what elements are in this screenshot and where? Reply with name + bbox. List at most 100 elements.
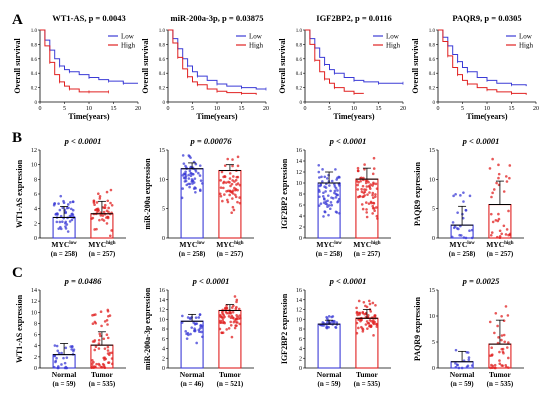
data-point <box>72 348 76 351</box>
data-point <box>54 359 58 363</box>
y-tick-label: 0 <box>35 101 38 106</box>
y-tick-label: 0 <box>163 101 166 106</box>
data-point <box>467 356 471 359</box>
data-point <box>64 346 68 350</box>
data-point <box>219 321 222 324</box>
x-tick-label: 5 <box>63 106 66 112</box>
group-label: Tumor <box>356 370 378 379</box>
data-point <box>235 324 238 327</box>
data-point <box>458 233 461 237</box>
group-second: Tumor(n = 521) <box>217 295 244 388</box>
data-point <box>359 179 362 183</box>
group-second: Tumor(n = 535) <box>354 299 381 388</box>
data-point <box>372 207 376 210</box>
x-tick-label: 15 <box>239 106 245 112</box>
data-point <box>219 194 223 198</box>
data-point <box>497 336 500 339</box>
group-first: Normal(n = 59) <box>450 348 474 388</box>
data-point <box>185 337 189 340</box>
data-point <box>106 349 110 352</box>
data-point <box>366 327 369 330</box>
group-label: Tumor <box>91 370 113 379</box>
data-point <box>495 235 499 239</box>
y-tick-label: 6 <box>299 337 302 343</box>
data-point <box>369 324 372 327</box>
data-point <box>460 366 464 370</box>
data-point <box>235 298 239 302</box>
data-point <box>182 162 186 165</box>
data-point <box>103 203 107 207</box>
y-tick-label: 0 <box>300 101 303 106</box>
y-tick-label: 0.4 <box>159 72 166 77</box>
data-point <box>187 177 191 180</box>
data-point <box>506 314 510 317</box>
data-point <box>230 191 234 194</box>
data-point <box>106 215 109 219</box>
group-label: Tumor <box>219 370 241 379</box>
data-point <box>368 191 371 194</box>
group-label: MYChigh <box>353 240 381 249</box>
data-point <box>234 187 238 191</box>
data-point <box>57 227 61 230</box>
y-tick-label: 12 <box>159 308 165 314</box>
y-tick-label: 0.8 <box>429 43 436 48</box>
data-point <box>111 362 114 366</box>
bar-mean <box>355 317 379 369</box>
data-point <box>52 365 56 369</box>
data-point <box>55 344 59 348</box>
data-point <box>497 172 501 176</box>
data-point <box>99 310 103 314</box>
data-point <box>375 323 379 326</box>
data-point <box>355 306 358 310</box>
data-point <box>106 309 110 313</box>
y-tick-label: 8 <box>34 321 37 327</box>
km-curve-low <box>438 29 527 87</box>
x-tick-label: 5 <box>328 106 331 112</box>
data-point <box>91 340 95 343</box>
data-point <box>319 184 323 187</box>
data-point <box>365 201 368 204</box>
data-point <box>198 330 201 334</box>
data-point <box>201 182 204 185</box>
data-point <box>454 348 458 352</box>
data-point <box>507 341 510 344</box>
data-point <box>327 213 330 217</box>
data-point <box>107 361 111 364</box>
data-point <box>357 318 360 321</box>
data-point <box>365 208 368 211</box>
data-point <box>53 202 56 206</box>
data-point <box>329 189 332 193</box>
data-point <box>237 317 241 320</box>
y-tick-label: 14 <box>296 298 302 304</box>
data-point <box>327 173 330 177</box>
data-point <box>228 177 232 180</box>
data-point <box>65 356 69 359</box>
data-point <box>93 320 97 324</box>
data-point <box>355 331 359 335</box>
data-point <box>221 321 225 325</box>
data-point <box>234 195 238 199</box>
data-point <box>95 362 98 366</box>
data-point <box>364 323 368 326</box>
data-point <box>231 158 234 161</box>
data-point <box>107 206 110 210</box>
data-point <box>55 356 58 360</box>
data-point <box>97 342 101 345</box>
group-label: MYChigh <box>486 240 514 249</box>
chart-c-1: p = 0.0486 0 2 4 6 8 10 12 14 WT1-AS expression No… <box>15 276 126 388</box>
y-tick-label: 14 <box>31 288 37 294</box>
y-tick-label: 5 <box>162 207 165 213</box>
data-point <box>230 182 234 186</box>
data-point <box>235 317 238 321</box>
data-point <box>229 320 232 324</box>
data-point <box>375 187 379 190</box>
group-count-label: (n = 535) <box>487 380 514 388</box>
data-point <box>238 183 242 187</box>
data-point <box>236 182 240 185</box>
data-point <box>106 336 110 340</box>
data-point <box>365 185 369 188</box>
legend-label-low: Low <box>121 33 135 41</box>
chart-c-3: p < 0.0001 0 2 4 6 8 10 12 14 16 IGF2BP2 expressio… <box>280 276 391 388</box>
chart-a-4: PAQR9, p = 0.0305 0 0.2 0.4 0.6 0.8 1.0 0 5 10 15 2… <box>411 13 539 121</box>
data-point <box>372 201 376 205</box>
